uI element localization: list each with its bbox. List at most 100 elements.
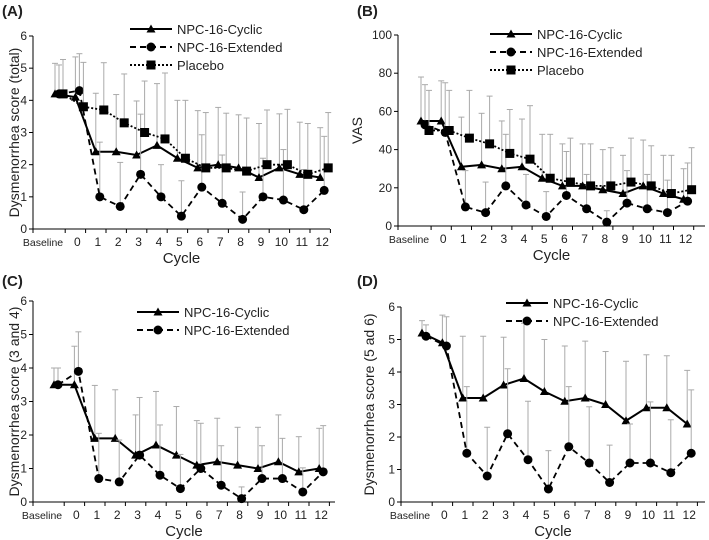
data-point — [58, 89, 68, 99]
series-placebo — [58, 58, 333, 179]
data-point — [621, 416, 631, 425]
data-point — [323, 163, 333, 173]
data-point — [115, 201, 125, 211]
x-tick-label: 0 — [440, 232, 447, 246]
y-tick-label: 3 — [388, 398, 395, 412]
legend-marker — [146, 24, 156, 33]
legend-entry: NPC-16-Extended — [137, 323, 290, 338]
data-point — [99, 105, 109, 115]
data-point — [78, 102, 88, 112]
data-point — [560, 396, 570, 405]
x-tick-label: 7 — [217, 235, 224, 249]
data-point — [686, 448, 696, 458]
data-point — [299, 205, 309, 215]
x-tick-label: 12 — [683, 508, 697, 522]
data-point — [564, 442, 574, 452]
x-tick-label: Baseline — [390, 510, 430, 522]
data-point — [197, 182, 207, 192]
data-point — [601, 400, 611, 408]
data-point — [91, 147, 101, 156]
series-npc-16-cyclic — [416, 76, 689, 203]
y-tick-label: 2 — [20, 158, 27, 172]
y-tick-label: 0 — [385, 219, 392, 233]
x-tick-label: 4 — [156, 235, 163, 249]
x-tick-label: 1 — [460, 232, 467, 246]
data-point — [641, 403, 651, 412]
data-point — [136, 169, 146, 179]
x-tick-label: 2 — [480, 232, 487, 246]
legend-entry: NPC-16-Cyclic — [137, 305, 270, 320]
data-point — [253, 464, 263, 472]
y-tick-label: 4 — [388, 365, 395, 379]
data-point — [598, 185, 608, 194]
y-tick-label: 1 — [20, 462, 27, 476]
x-tick-label: 4 — [155, 508, 162, 522]
data-point — [499, 380, 509, 389]
data-point — [582, 204, 592, 214]
data-point — [295, 169, 305, 178]
data-point — [274, 163, 284, 172]
y-tick-label: 4 — [20, 361, 27, 375]
data-point — [282, 160, 292, 170]
data-point — [625, 458, 635, 468]
data-point — [645, 458, 655, 468]
data-point — [196, 464, 206, 473]
data-point — [119, 118, 129, 128]
data-point — [217, 198, 227, 208]
data-point — [213, 160, 223, 169]
series-line — [54, 383, 320, 473]
y-tick-label: 2 — [388, 430, 395, 444]
x-tick-label: 3 — [135, 235, 142, 249]
data-point — [683, 196, 693, 206]
data-point — [539, 387, 549, 395]
data-point — [477, 160, 487, 169]
y-tick-label: 3 — [20, 395, 27, 409]
data-point — [662, 403, 672, 412]
x-tick-label: 10 — [274, 508, 288, 522]
data-point — [642, 204, 652, 214]
series-npc-16-extended — [421, 316, 696, 494]
data-point — [201, 163, 211, 173]
x-tick-label: 8 — [604, 508, 611, 522]
x-tick-label: 3 — [500, 232, 507, 246]
x-tick-label: 7 — [584, 508, 591, 522]
data-point — [503, 429, 513, 439]
legend-label: NPC-16-Extended — [184, 323, 290, 338]
data-point — [258, 192, 268, 202]
legend-label: NPC-16-Cyclic — [177, 22, 263, 37]
y-tick-label: 6 — [388, 300, 395, 314]
data-point — [662, 208, 672, 218]
x-tick-label: 9 — [625, 508, 632, 522]
x-tick-label: 11 — [296, 235, 309, 249]
data-point — [537, 173, 547, 182]
x-tick-label: 10 — [642, 508, 656, 522]
legend-marker — [506, 29, 516, 38]
y-tick-label: 1 — [20, 190, 27, 204]
data-point — [618, 189, 628, 198]
legend-entry: NPC-16-Cyclic — [490, 27, 623, 42]
data-point — [578, 181, 588, 190]
x-tick-label: 8 — [601, 232, 608, 246]
data-point — [523, 455, 533, 465]
data-point — [95, 192, 105, 202]
y-tick-label: 0 — [388, 495, 395, 509]
legend-entry: NPC-16-Cyclic — [130, 22, 263, 37]
x-tick-label: 7 — [216, 508, 223, 522]
panel-label: (A) — [2, 3, 23, 20]
data-point — [462, 448, 472, 458]
y-tick-label: 100 — [372, 28, 392, 42]
y-tick-label: 1 — [388, 463, 395, 477]
legend-label: NPC-16-Cyclic — [553, 296, 639, 311]
data-point — [464, 133, 474, 143]
panel-label: (C) — [2, 273, 23, 290]
x-tick-label: 5 — [543, 508, 550, 522]
data-point — [460, 202, 470, 212]
data-point — [565, 177, 575, 187]
data-point — [557, 181, 567, 190]
data-point — [303, 169, 313, 179]
x-tick-label: 0 — [73, 508, 80, 522]
data-point — [273, 457, 283, 466]
legend-entry: NPC-16-Extended — [130, 40, 283, 55]
x-axis-label: Cycle — [533, 247, 571, 264]
